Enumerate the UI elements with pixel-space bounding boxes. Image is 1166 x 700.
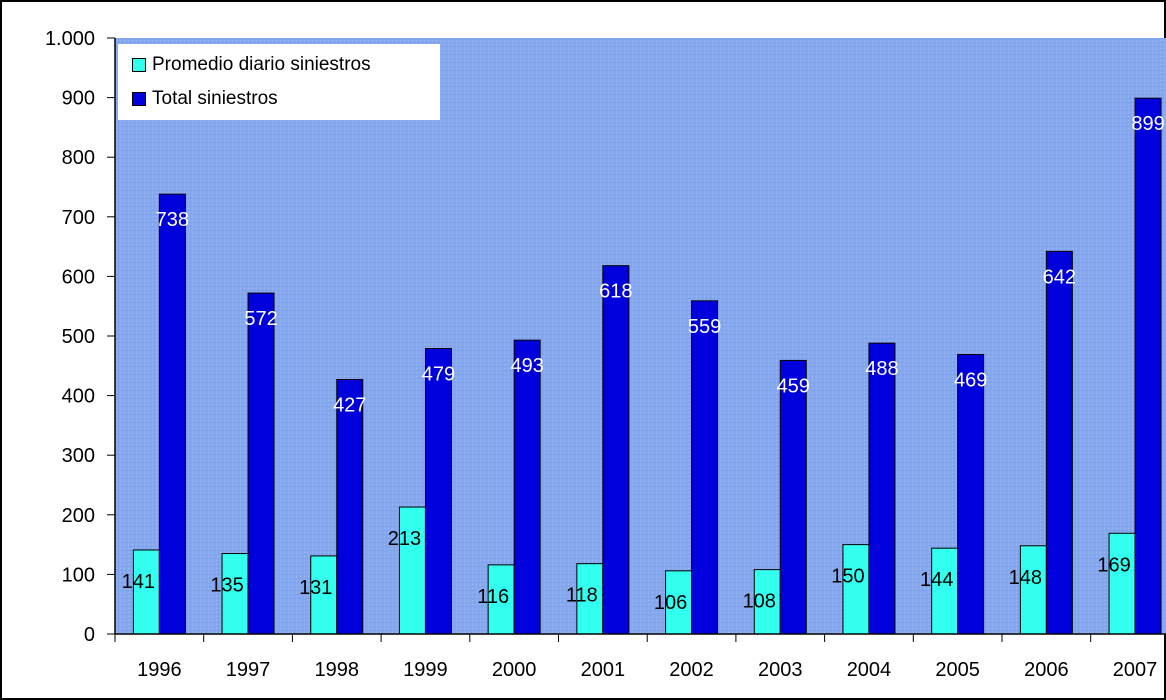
bar-promedio-1996	[132, 549, 160, 635]
x-tick-label-2007: 2007	[1113, 659, 1158, 681]
y-tick-label-200: 200	[62, 505, 95, 527]
value-label-promedio-1999: 213	[388, 528, 421, 550]
x-tick-label-1997: 1997	[226, 659, 271, 681]
bar-total-2004	[868, 342, 896, 635]
y-tick-label-1000: 1.000	[45, 28, 95, 50]
bar-total-2000	[513, 339, 541, 635]
bars-layer	[132, 97, 1162, 635]
y-tick-label-800: 800	[62, 147, 95, 169]
labels-layer: 141 738 135 572 131 427 213 479 116 493 118 618 106 5…	[122, 113, 1165, 614]
y-tick-label-100: 100	[62, 564, 95, 586]
legend-label-promedio: Promedio diario siniestros	[152, 54, 371, 75]
bar-total-1998	[336, 379, 364, 635]
value-label-promedio-2007: 169	[1097, 554, 1130, 576]
bar-promedio-2003	[753, 569, 781, 635]
value-label-total-1998: 427	[333, 395, 366, 417]
value-label-total-1997: 572	[244, 308, 277, 330]
legend-swatch-promedio	[132, 58, 146, 72]
y-tick-label-500: 500	[62, 326, 95, 348]
legend-item-total: Total siniestros	[132, 88, 278, 110]
value-label-total-2006: 642	[1043, 266, 1076, 288]
value-label-promedio-1998: 131	[299, 577, 332, 599]
bar-total-1997	[247, 292, 275, 635]
bar-promedio-2000	[487, 564, 515, 635]
axes-layer: 1996 1997 1998 1999 2000 2001 2002 2003 2004 2005…	[45, 28, 1166, 681]
bar-promedio-1999	[398, 506, 426, 635]
value-label-promedio-2006: 148	[1009, 567, 1042, 589]
legend-label-total: Total siniestros	[152, 88, 278, 109]
value-label-promedio-2004: 150	[831, 566, 864, 588]
bar-total-2002	[691, 300, 719, 635]
plot-area	[115, 38, 1166, 634]
value-label-total-2005: 469	[954, 369, 987, 391]
x-tick-label-1999: 1999	[403, 659, 448, 681]
x-tick-label-2005: 2005	[935, 659, 980, 681]
value-label-total-2004: 488	[865, 358, 898, 380]
x-tick-label-1996: 1996	[137, 659, 182, 681]
value-label-total-1999: 479	[422, 364, 455, 386]
value-label-total-2000: 493	[510, 355, 543, 377]
y-tick-label-700: 700	[62, 207, 95, 229]
y-tick-label-300: 300	[62, 445, 95, 467]
y-tick-label-900: 900	[62, 88, 95, 110]
bar-total-2006	[1045, 250, 1073, 635]
bar-total-2007	[1134, 97, 1162, 635]
value-label-promedio-1997: 135	[210, 575, 243, 597]
value-label-promedio-1996: 141	[122, 571, 155, 593]
value-label-promedio-2002: 106	[654, 592, 687, 614]
x-tick-label-2002: 2002	[669, 659, 714, 681]
value-label-total-2003: 459	[777, 375, 810, 397]
bar-promedio-2004	[842, 544, 870, 635]
bar-promedio-2007	[1108, 532, 1136, 635]
bar-promedio-2002	[665, 570, 693, 635]
value-label-total-2002: 559	[688, 316, 721, 338]
x-tick-label-2000: 2000	[492, 659, 537, 681]
bar-total-2001	[602, 265, 630, 635]
bar-total-1996	[158, 193, 186, 635]
value-label-promedio-2003: 108	[743, 591, 776, 613]
y-tick-label-0: 0	[84, 624, 95, 646]
legend: Promedio diario siniestros Total siniest…	[118, 44, 440, 120]
value-label-total-2007: 899	[1131, 113, 1164, 135]
x-tick-label-2001: 2001	[581, 659, 626, 681]
value-label-promedio-2005: 144	[920, 569, 953, 591]
value-label-total-2001: 618	[599, 281, 632, 303]
value-label-promedio-2001: 118	[566, 585, 598, 607]
legend-item-promedio: Promedio diario siniestros	[132, 54, 371, 76]
bar-total-1999	[424, 348, 452, 635]
bar-promedio-2006	[1019, 545, 1047, 635]
y-tick-label-400: 400	[62, 386, 95, 408]
bar-promedio-2001	[576, 563, 604, 635]
x-tick-label-1998: 1998	[315, 659, 360, 681]
y-tick-label-600: 600	[62, 266, 95, 288]
value-label-promedio-2000: 116	[477, 586, 509, 608]
x-tick-label-2003: 2003	[758, 659, 803, 681]
x-tick-label-2006: 2006	[1024, 659, 1069, 681]
bar-total-2003	[779, 359, 807, 635]
value-label-total-1996: 738	[156, 209, 189, 231]
bar-total-2005	[957, 353, 985, 635]
legend-swatch-total	[132, 92, 146, 106]
x-tick-label-2004: 2004	[847, 659, 892, 681]
